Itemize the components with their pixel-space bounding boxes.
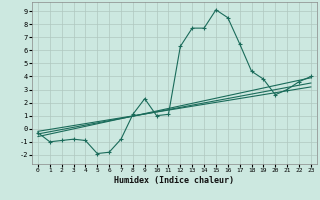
X-axis label: Humidex (Indice chaleur): Humidex (Indice chaleur) <box>115 176 234 185</box>
